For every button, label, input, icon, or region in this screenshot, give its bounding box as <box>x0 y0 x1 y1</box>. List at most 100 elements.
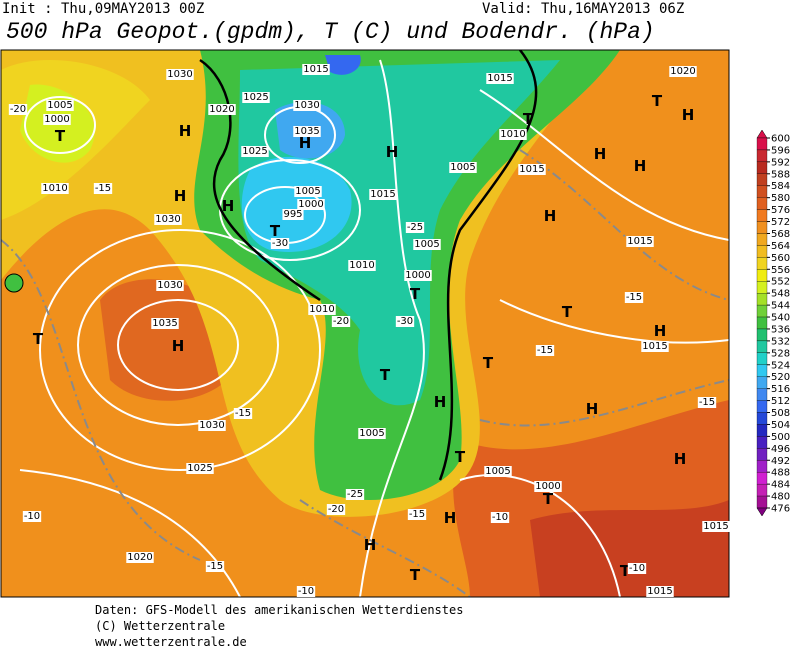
contour-label: 1025 <box>242 146 267 157</box>
colorbar-band <box>756 340 768 353</box>
colorbar-band <box>756 352 768 365</box>
colorbar-band <box>756 209 768 222</box>
pressure-center: T <box>380 366 391 384</box>
colorbar-label: 536 <box>771 324 790 335</box>
label-bg <box>407 509 427 520</box>
colorbar-label: 524 <box>771 360 790 371</box>
colorbar-label: 592 <box>771 157 790 168</box>
label-bg <box>697 397 717 408</box>
pressure-center: H <box>586 400 599 418</box>
pressure-center: H <box>444 509 457 527</box>
colorbar-label: 540 <box>771 313 790 324</box>
contour-label: 1015 <box>627 236 652 247</box>
label-bg <box>294 186 322 197</box>
label-bg <box>345 489 365 500</box>
colorbar-label: 588 <box>771 169 790 180</box>
contour-label: -10 <box>629 563 645 574</box>
label-bg <box>484 466 512 477</box>
colorbar-label: 600 <box>771 134 790 145</box>
label-bg <box>233 408 253 419</box>
contour-label: 1000 <box>44 114 69 125</box>
colorbar-band <box>756 448 768 461</box>
contour-label: 1005 <box>414 239 439 250</box>
label-bg <box>624 292 644 303</box>
colorbar-label: 488 <box>771 468 790 479</box>
contour-label: 1015 <box>487 73 512 84</box>
contour-label: -15 <box>95 183 111 194</box>
colorbar-label: 484 <box>771 480 790 491</box>
colorbar-label: 480 <box>771 492 790 503</box>
pressure-center: T <box>562 303 573 321</box>
contour-label: -15 <box>626 292 642 303</box>
colorbar-label: 580 <box>771 193 790 204</box>
pressure-center: T <box>55 127 66 145</box>
label-bg <box>151 318 179 329</box>
colorbar-band <box>756 388 768 401</box>
contour-label: 1020 <box>127 552 152 563</box>
colorbar-band <box>756 304 768 318</box>
colorbar-band <box>756 257 768 270</box>
colorbar-band <box>756 483 768 497</box>
contour-label: -10 <box>24 511 40 522</box>
colorbar-label: 508 <box>771 408 790 419</box>
colorbar-band <box>756 197 768 210</box>
label-bg <box>241 146 269 157</box>
colorbar-label: 512 <box>771 396 790 407</box>
colorbar-band <box>756 364 768 377</box>
label-bg <box>126 552 154 563</box>
pressure-center: H <box>654 322 667 340</box>
label-bg <box>156 280 184 291</box>
footer-line: (C) Wetterzentrale <box>95 619 225 633</box>
colorbar: 6005965925885845805765725685645605565525… <box>756 129 790 517</box>
valid-label: Valid: Thu,16MAY2013 06Z <box>482 1 684 17</box>
label-bg <box>535 345 555 356</box>
contour-label: 1030 <box>167 69 192 80</box>
label-bg <box>308 304 336 315</box>
contour-label: -25 <box>347 489 363 500</box>
label-bg <box>534 481 562 492</box>
pressure-center: H <box>174 187 187 205</box>
pressure-center: H <box>682 106 695 124</box>
label-bg <box>43 114 71 125</box>
contour-label: -20 <box>333 316 349 327</box>
colorbar-band <box>756 173 768 186</box>
colorbar-band <box>756 400 768 413</box>
label-bg <box>41 183 69 194</box>
contour-label: 1010 <box>309 304 334 315</box>
colorbar-band <box>756 137 768 151</box>
label-bg <box>198 420 226 431</box>
colorbar-band <box>756 412 768 425</box>
contour-label: 1010 <box>349 260 374 271</box>
contour-label: 1000 <box>535 481 560 492</box>
pressure-center: T <box>410 566 421 584</box>
contour-label: -30 <box>272 238 288 249</box>
label-bg <box>490 512 510 523</box>
pressure-center: H <box>386 143 399 161</box>
colorbar-label: 476 <box>771 504 790 515</box>
contour-label: 1005 <box>47 100 72 111</box>
contour-label: 1005 <box>295 186 320 197</box>
contour-label: -15 <box>235 408 251 419</box>
footer-line: www.wetterzentrale.de <box>95 635 247 648</box>
contour-label: 995 <box>283 209 302 220</box>
label-bg <box>499 129 527 140</box>
contour-label: 1025 <box>187 463 212 474</box>
colorbar-label: 556 <box>771 265 790 276</box>
init-label: Init : Thu,09MAY2013 00Z <box>2 1 204 17</box>
label-bg <box>270 238 290 249</box>
colorbar-label: 564 <box>771 241 790 252</box>
label-bg <box>242 92 270 103</box>
colorbar-label: 520 <box>771 372 790 383</box>
contour-label: -15 <box>537 345 553 356</box>
contour-label: 1030 <box>294 100 319 111</box>
pressure-center: H <box>172 337 185 355</box>
pressure-center: T <box>410 285 421 303</box>
pressure-center: T <box>455 448 466 466</box>
label-bg <box>702 521 730 532</box>
label-bg <box>22 511 42 522</box>
label-bg <box>626 236 654 247</box>
pressure-center: T <box>33 330 44 348</box>
contour-label: 1000 <box>298 199 323 210</box>
